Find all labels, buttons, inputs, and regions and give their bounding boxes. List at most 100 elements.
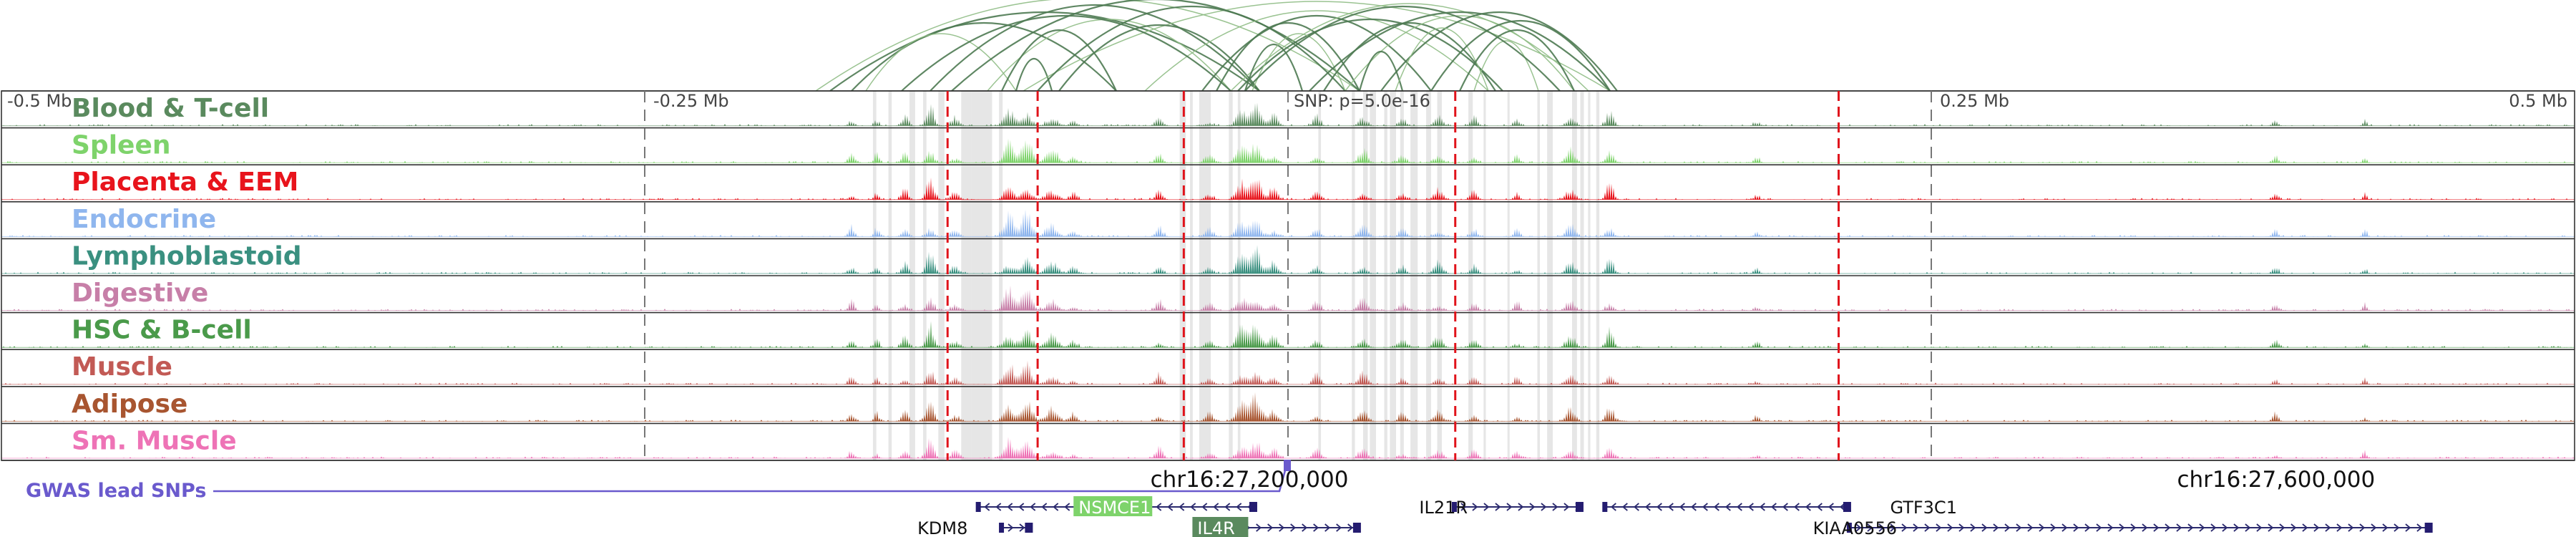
strand-arrow (2107, 523, 2114, 532)
strand-arrow (1936, 523, 1942, 532)
strand-arrow (1256, 523, 1262, 532)
strand-arrow (1460, 503, 1467, 511)
strand-arrow (1782, 503, 1788, 511)
track-label: Lymphoblastoid (72, 241, 302, 271)
gene-annotation-panel: GWAS lead SNPs chr16:27,200,000 chr16:27,6… (26, 460, 2433, 537)
gwas-connector (213, 465, 1288, 493)
gene-exon (2424, 523, 2433, 533)
strand-arrow (1667, 503, 1674, 511)
strand-arrow (1053, 503, 1059, 511)
region-boundary-lines (946, 91, 1840, 460)
track-row: Lymphoblastoid (1, 238, 2575, 274)
gene-highlight-box (1192, 517, 1249, 537)
strand-arrow (1529, 503, 1536, 511)
strand-arrow (1690, 503, 1697, 511)
strand-arrow (1156, 503, 1162, 511)
strand-arrow (2176, 523, 2182, 532)
chromatin-loop-arcs (815, 0, 1618, 92)
strand-arrow (1302, 523, 1308, 532)
loop-arc (1459, 29, 1575, 92)
loop-arc (951, 0, 1360, 92)
strand-arrow (2268, 523, 2274, 532)
tick-label: -0.25 Mb (653, 91, 729, 111)
gene-model: KDM8 (917, 518, 1033, 537)
strand-arrow (1064, 503, 1070, 511)
gene-exon (1846, 523, 1852, 533)
strand-arrow (984, 503, 990, 511)
strand-arrow (1483, 503, 1490, 511)
strand-arrow (2096, 523, 2102, 532)
gene-exon (1602, 502, 1608, 512)
strand-arrow (1993, 523, 1999, 532)
strand-arrow (2290, 523, 2297, 532)
gene-highlight-box (1073, 496, 1153, 516)
loop-arc (815, 0, 1360, 92)
strand-arrow (1878, 523, 1885, 532)
track-label: Adipose (72, 390, 187, 419)
track-label: Blood & T-cell (72, 94, 269, 123)
strand-arrow (2222, 523, 2228, 532)
strand-arrow (1472, 503, 1478, 511)
strand-arrow (995, 503, 1002, 511)
loop-arc (1144, 10, 1489, 92)
gene-name: GTF3C1 (1890, 498, 1957, 518)
loop-arc (1252, 33, 1346, 92)
strand-arrow (1213, 503, 1219, 511)
strand-arrow (2371, 523, 2377, 532)
loop-arc (1345, 15, 1575, 92)
track-row: Endocrine (1, 200, 2575, 237)
track-label: Sm. Muscle (72, 426, 237, 455)
gene-exon (975, 502, 981, 512)
strand-arrow (2382, 523, 2389, 532)
strand-arrow (1947, 523, 1953, 532)
strand-arrow (1679, 503, 1685, 511)
loop-arc (1237, 19, 1503, 92)
strand-arrow (1793, 503, 1800, 511)
loop-arc (851, 21, 1117, 92)
loop-arc (1473, 40, 1539, 92)
strand-arrow (1736, 503, 1742, 511)
track-label: Spleen (72, 131, 171, 160)
gene-model: KIAA0556 (1813, 518, 2433, 537)
track-label: Endocrine (72, 205, 216, 234)
strand-arrow (1970, 523, 1976, 532)
strand-arrow (1770, 503, 1777, 511)
strand-arrow (1656, 503, 1662, 511)
strand-arrow (2416, 523, 2423, 532)
strand-arrow (1495, 503, 1501, 511)
strand-arrow (2302, 523, 2308, 532)
strand-arrow (2256, 523, 2263, 532)
strand-arrow (2394, 523, 2400, 532)
strand-arrow (1855, 523, 1862, 532)
snp-label: SNP: p=5.0e-16 (1294, 91, 1430, 111)
loop-arc (1380, 11, 1618, 92)
strand-arrow (2199, 523, 2205, 532)
gwas-label: GWAS lead SNPs (26, 480, 206, 502)
tick-label: -0.5 Mb (7, 91, 72, 111)
strand-arrow (2142, 523, 2148, 532)
coordinate-label: chr16:27,200,000 (1151, 467, 1349, 493)
strand-arrow (1644, 503, 1651, 511)
gene-exon (1575, 502, 1584, 512)
strand-arrow (1621, 503, 1628, 511)
strand-arrow (1541, 503, 1547, 511)
loop-arc (1201, 14, 1432, 92)
gene-model: GTF3C1 (1602, 498, 1957, 518)
track-row: Digestive (1, 275, 2575, 311)
track-label: Digestive (72, 279, 208, 308)
strand-arrow (1759, 503, 1765, 511)
strand-arrow (1190, 503, 1196, 511)
genomic-axis: -0.5 Mb -0.25 Mb 0.25 Mb 0.5 Mb SNP: p=5.0e-… (7, 91, 2567, 460)
loop-arc (930, 4, 1260, 92)
loop-arc (1001, 29, 1117, 92)
track-label: Placenta & EEM (72, 168, 298, 197)
strand-arrow (1805, 503, 1811, 511)
strand-arrow (1981, 523, 1988, 532)
strand-arrow (2325, 523, 2331, 532)
gene-exon (1843, 502, 1851, 512)
strand-arrow (1030, 503, 1036, 511)
strand-arrow (1267, 523, 1274, 532)
loop-arc (1395, 27, 1489, 92)
strand-arrow (1867, 523, 1873, 532)
